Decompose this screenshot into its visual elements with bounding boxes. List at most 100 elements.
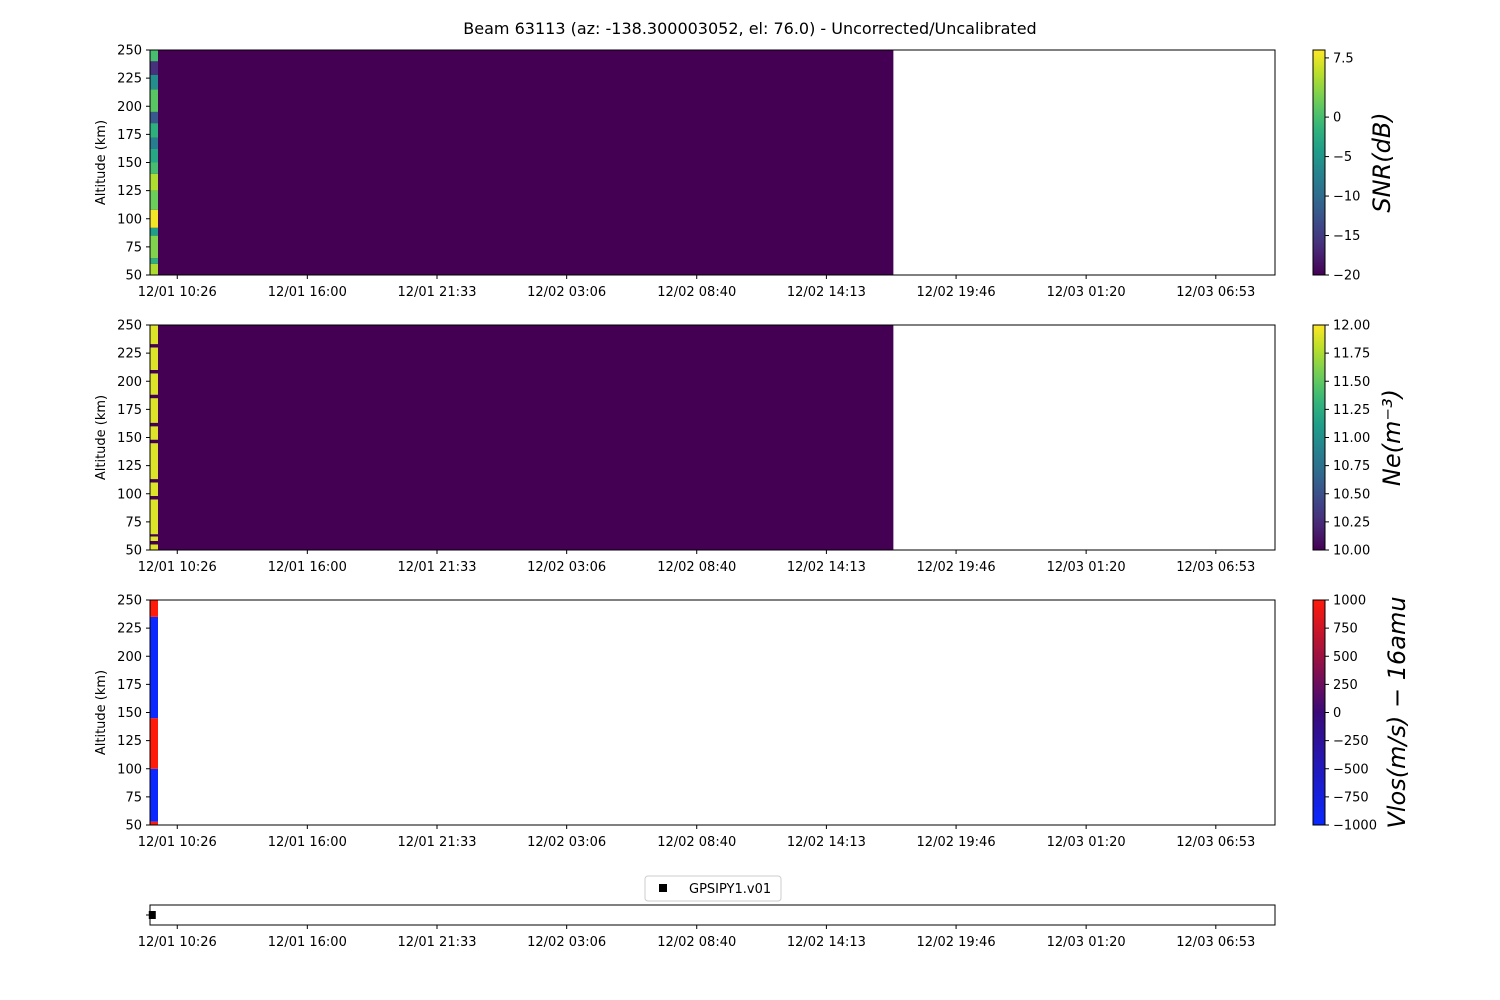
vlos-colorbar xyxy=(1312,599,1326,826)
vlos-y-tick-label: 250 xyxy=(117,594,142,609)
snr-y-tick-label: 150 xyxy=(117,156,142,171)
snr-y-tick-label: 225 xyxy=(117,72,142,87)
snr-x-tick-label: 12/03 01:20 xyxy=(1047,285,1126,300)
chart-title: Beam 63113 (az: -138.300003052, el: 76.0… xyxy=(463,19,1036,38)
ne-x-tick-label: 12/03 01:20 xyxy=(1047,560,1126,575)
ne-cell xyxy=(150,398,158,423)
snr-y-tick-label: 50 xyxy=(125,269,142,284)
snr-y-tick-label: 200 xyxy=(117,100,142,115)
vlos-y-tick-label: 200 xyxy=(117,650,142,665)
snr-colorbar-tick-label: −10 xyxy=(1333,190,1360,205)
timeline-x-tick-label: 12/01 10:26 xyxy=(138,935,217,950)
vlos-x-tick-label: 12/01 21:33 xyxy=(397,835,476,850)
ne-cell xyxy=(150,394,158,399)
snr-cell xyxy=(150,50,158,62)
snr-x-tick-label: 12/01 16:00 xyxy=(268,285,347,300)
snr-y-tick-label: 100 xyxy=(117,212,142,227)
snr-cell xyxy=(150,61,158,75)
ne-colorbar-tick-label: 11.25 xyxy=(1333,403,1370,418)
vlos-x-tick-label: 12/02 03:06 xyxy=(527,835,606,850)
snr-data-block xyxy=(150,50,894,275)
vlos-colorbar-tick-label: 1000 xyxy=(1333,594,1366,609)
vlos-cell xyxy=(150,768,158,822)
snr-cell xyxy=(150,173,158,191)
ne-cell xyxy=(150,544,158,550)
ne-cell xyxy=(150,373,158,395)
timeline-x-tick-label: 12/02 19:46 xyxy=(917,935,996,950)
ne-x-tick-label: 12/02 08:40 xyxy=(657,560,736,575)
ne-y-tick-label: 225 xyxy=(117,347,142,362)
snr-y-tick-label: 250 xyxy=(117,44,142,59)
ne-cell xyxy=(150,479,158,483)
timeline-x-tick-label: 12/01 16:00 xyxy=(268,935,347,950)
vlos-y-axis-label: Altitude (km) xyxy=(94,670,109,755)
legend-box xyxy=(644,875,782,902)
ne-cell xyxy=(150,325,158,345)
snr-colorbar-tick-label: −5 xyxy=(1333,150,1352,165)
ne-cell xyxy=(150,536,158,541)
snr-x-tick-label: 12/01 10:26 xyxy=(138,285,217,300)
vlos-colorbar-tick-label: −750 xyxy=(1333,790,1369,805)
ne-colorbar-tick-label: 10.75 xyxy=(1333,459,1370,474)
snr-x-tick-label: 12/02 14:13 xyxy=(787,285,866,300)
ne-y-tick-label: 175 xyxy=(117,403,142,418)
snr-x-tick-label: 12/02 19:46 xyxy=(917,285,996,300)
snr-y-tick-label: 125 xyxy=(117,184,142,199)
ne-colorbar-tick-label: 11.50 xyxy=(1333,375,1370,390)
ne-cell xyxy=(150,482,158,496)
vlos-x-tick-label: 12/02 08:40 xyxy=(657,835,736,850)
ne-y-tick-label: 250 xyxy=(117,319,142,334)
ne-cell xyxy=(150,344,158,348)
snr-cell xyxy=(150,263,158,275)
ne-cell xyxy=(150,496,158,500)
ne-x-tick-label: 12/03 06:53 xyxy=(1176,560,1255,575)
ne-x-tick-label: 12/02 19:46 xyxy=(917,560,996,575)
ne-cell xyxy=(150,541,158,545)
snr-cell xyxy=(150,111,158,124)
ne-colorbar-tick-label: 11.75 xyxy=(1333,347,1370,362)
ne-y-tick-label: 50 xyxy=(125,544,142,559)
timeline-x-tick-label: 12/03 01:20 xyxy=(1047,935,1126,950)
snr-x-tick-label: 12/02 03:06 xyxy=(527,285,606,300)
vlos-y-tick-label: 225 xyxy=(117,622,142,637)
legend-label: GPSIPY1.v01 xyxy=(689,882,771,897)
ne-x-tick-label: 12/01 10:26 xyxy=(138,560,217,575)
vlos-colorbar-tick-label: 0 xyxy=(1333,706,1341,721)
vlos-cell xyxy=(150,718,158,769)
ne-y-axis-label: Altitude (km) xyxy=(94,395,109,480)
vlos-y-tick-label: 125 xyxy=(117,734,142,749)
snr-cell xyxy=(150,227,158,236)
ne-colorbar-label: Ne(m⁻³) xyxy=(1378,389,1406,486)
ne-colorbar-tick-label: 12.00 xyxy=(1333,319,1370,334)
ne-cell xyxy=(150,499,158,535)
vlos-x-tick-label: 12/03 06:53 xyxy=(1176,835,1255,850)
ne-cell xyxy=(150,534,158,537)
timeline-x-tick-label: 12/03 06:53 xyxy=(1176,935,1255,950)
ne-cell xyxy=(150,439,158,444)
ne-x-tick-label: 12/01 21:33 xyxy=(397,560,476,575)
vlos-x-tick-label: 12/01 10:26 xyxy=(138,835,217,850)
ne-y-tick-label: 100 xyxy=(117,487,142,502)
snr-cell xyxy=(150,235,158,259)
ne-colorbar-tick-label: 11.00 xyxy=(1333,431,1370,446)
vlos-x-tick-label: 12/02 14:13 xyxy=(787,835,866,850)
ne-cell xyxy=(150,347,158,370)
snr-colorbar xyxy=(1312,49,1326,276)
vlos-x-tick-label: 12/01 16:00 xyxy=(268,835,347,850)
ne-y-tick-label: 200 xyxy=(117,375,142,390)
vlos-colorbar-tick-label: −250 xyxy=(1333,734,1369,749)
ne-colorbar xyxy=(1312,324,1326,551)
ne-colorbar-tick-label: 10.50 xyxy=(1333,487,1370,502)
ne-data-block xyxy=(150,325,894,550)
snr-colorbar-tick-label: 7.5 xyxy=(1333,51,1354,66)
snr-cell xyxy=(150,123,158,138)
ne-x-tick-label: 12/01 16:00 xyxy=(268,560,347,575)
ne-cell xyxy=(150,422,158,427)
timeline-x-tick-label: 12/02 08:40 xyxy=(657,935,736,950)
snr-y-tick-label: 175 xyxy=(117,128,142,143)
panels: 50 75 100 125 150 175 200 225 250 Altitude (km) 12… xyxy=(94,44,1411,951)
vlos-colorbar-tick-label: −500 xyxy=(1333,762,1369,777)
snr-cell xyxy=(150,190,158,210)
vlos-x-tick-label: 12/03 01:20 xyxy=(1047,835,1126,850)
snr-cell xyxy=(150,74,158,90)
